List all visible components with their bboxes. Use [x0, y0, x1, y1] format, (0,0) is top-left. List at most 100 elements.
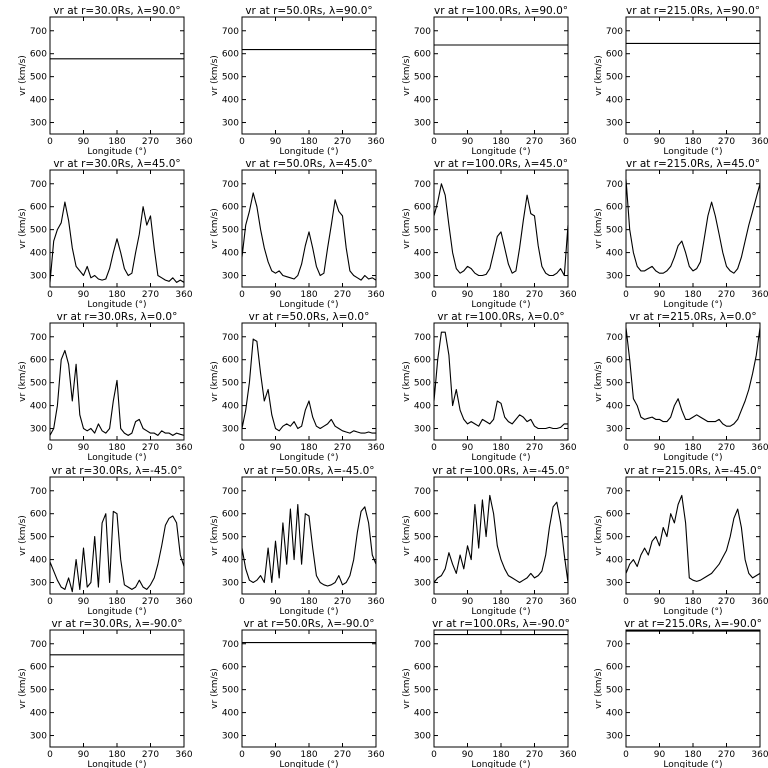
y-tick-label: 700 — [606, 180, 623, 190]
y-tick-label: 500 — [414, 73, 431, 83]
x-tick-label: 0 — [623, 290, 629, 300]
x-tick-label: 0 — [431, 597, 437, 607]
x-tick-label: 0 — [47, 443, 53, 453]
x-axis-label: Longitude (°) — [87, 147, 146, 157]
y-tick-label: 400 — [222, 709, 239, 719]
panel-18: vr at r=50.0Rs, λ=-90.0° 0 90 180 270 360 300 4… — [210, 618, 385, 768]
y-tick-label: 300 — [30, 272, 47, 282]
axes-frame — [241, 629, 377, 748]
panel-title: vr at r=100.0Rs, λ=45.0° — [434, 158, 568, 170]
x-axis-label: Longitude (°) — [663, 760, 722, 768]
x-tick-label: 0 — [47, 597, 53, 607]
x-tick-label: 90 — [270, 750, 282, 760]
y-tick-label: 400 — [606, 402, 623, 412]
x-tick-label: 180 — [108, 597, 125, 607]
x-tick-label: 180 — [300, 597, 317, 607]
y-tick-label: 600 — [414, 203, 431, 213]
x-tick-label: 270 — [718, 750, 735, 760]
x-tick-label: 180 — [684, 750, 701, 760]
y-axis-label: vr (km/s) — [594, 55, 604, 96]
y-tick-label: 500 — [222, 226, 239, 236]
y-tick-label: 400 — [30, 709, 47, 719]
axes-frame — [49, 629, 185, 748]
panel-13: vr at r=30.0Rs, λ=-45.0° 0 90 180 270 360 300 4… — [18, 465, 193, 617]
x-tick-label: 180 — [684, 597, 701, 607]
x-tick-label: 90 — [654, 290, 666, 300]
x-tick-label: 360 — [559, 597, 576, 607]
x-tick-label: 90 — [462, 290, 474, 300]
x-tick-label: 0 — [239, 443, 245, 453]
x-tick-label: 0 — [623, 443, 629, 453]
x-tick-label: 360 — [175, 597, 192, 607]
panel-1: vr at r=30.0Rs, λ=90.0° 0 90 180 270 360 300 40… — [18, 5, 193, 157]
x-tick-label: 270 — [334, 597, 351, 607]
x-tick-label: 270 — [718, 597, 735, 607]
x-tick-label: 270 — [142, 137, 159, 147]
y-tick-label: 600 — [414, 510, 431, 520]
x-tick-label: 180 — [300, 750, 317, 760]
y-tick-label: 700 — [414, 27, 431, 37]
y-axis-label: vr (km/s) — [402, 515, 412, 556]
x-axis-label: Longitude (°) — [279, 147, 338, 157]
y-tick-label: 600 — [606, 663, 623, 673]
y-tick-label: 500 — [606, 533, 623, 543]
y-tick-label: 300 — [30, 425, 47, 435]
y-axis-label: vr (km/s) — [594, 361, 604, 402]
x-tick-label: 270 — [334, 750, 351, 760]
x-tick-label: 180 — [300, 137, 317, 147]
x-tick-label: 0 — [239, 750, 245, 760]
x-tick-label: 360 — [175, 137, 192, 147]
y-tick-label: 700 — [606, 27, 623, 37]
panel-17: vr at r=30.0Rs, λ=-90.0° 0 90 180 270 360 300 4… — [18, 618, 193, 768]
y-axis-label: vr (km/s) — [402, 361, 412, 402]
x-tick-label: 0 — [47, 137, 53, 147]
x-tick-label: 270 — [334, 137, 351, 147]
panel-2: vr at r=50.0Rs, λ=90.0° 0 90 180 270 360 300 40… — [210, 5, 385, 157]
axes-frame — [241, 476, 377, 595]
y-tick-label: 400 — [30, 402, 47, 412]
panel-14: vr at r=50.0Rs, λ=-45.0° 0 90 180 270 360 300 4… — [210, 465, 385, 617]
panel-title: vr at r=30.0Rs, λ=-45.0° — [51, 465, 182, 477]
x-tick-label: 0 — [47, 750, 53, 760]
panel-19: vr at r=100.0Rs, λ=-90.0° 0 90 180 270 360 300… — [402, 618, 577, 768]
x-tick-label: 270 — [718, 443, 735, 453]
panel-20: vr at r=215.0Rs, λ=-90.0° 0 90 180 270 360 300… — [594, 618, 768, 768]
x-tick-label: 180 — [492, 750, 509, 760]
y-tick-label: 400 — [30, 249, 47, 259]
y-tick-label: 400 — [30, 96, 47, 106]
x-axis-label: Longitude (°) — [663, 453, 722, 463]
panel-title: vr at r=215.0Rs, λ=45.0° — [626, 158, 760, 170]
panel-4: vr at r=215.0Rs, λ=90.0° 0 90 180 270 360 300 4… — [594, 5, 768, 157]
x-tick-label: 360 — [751, 137, 768, 147]
y-axis-label: vr (km/s) — [18, 208, 28, 249]
panel-title: vr at r=215.0Rs, λ=0.0° — [629, 311, 756, 323]
y-tick-label: 700 — [222, 27, 239, 37]
x-tick-label: 360 — [751, 290, 768, 300]
x-tick-label: 360 — [175, 443, 192, 453]
y-tick-label: 600 — [606, 510, 623, 520]
panel-7: vr at r=100.0Rs, λ=45.0° 0 90 180 270 360 300 4… — [402, 158, 577, 310]
y-tick-label: 300 — [606, 425, 623, 435]
y-tick-label: 300 — [222, 579, 239, 589]
y-tick-label: 600 — [30, 203, 47, 213]
panel-15: vr at r=100.0Rs, λ=-45.0° 0 90 180 270 360 300… — [402, 465, 577, 617]
x-tick-label: 0 — [623, 597, 629, 607]
y-tick-label: 600 — [222, 663, 239, 673]
panel-16: vr at r=215.0Rs, λ=-45.0° 0 90 180 270 360 300… — [594, 465, 768, 617]
x-tick-label: 90 — [78, 290, 90, 300]
panel-title: vr at r=50.0Rs, λ=90.0° — [245, 5, 372, 17]
x-tick-label: 90 — [654, 443, 666, 453]
x-tick-label: 90 — [654, 137, 666, 147]
panel-title: vr at r=30.0Rs, λ=90.0° — [53, 5, 180, 17]
panel-title: vr at r=100.0Rs, λ=90.0° — [434, 5, 568, 17]
x-axis-label: Longitude (°) — [663, 607, 722, 617]
x-tick-label: 270 — [142, 750, 159, 760]
x-axis-label: Longitude (°) — [279, 760, 338, 768]
vr-series-line — [625, 327, 761, 427]
y-tick-label: 500 — [222, 73, 239, 83]
y-tick-label: 700 — [414, 333, 431, 343]
y-tick-label: 500 — [222, 379, 239, 389]
x-tick-label: 360 — [559, 137, 576, 147]
panel-title: vr at r=100.0Rs, λ=-45.0° — [432, 465, 570, 477]
y-axis-label: vr (km/s) — [402, 668, 412, 709]
